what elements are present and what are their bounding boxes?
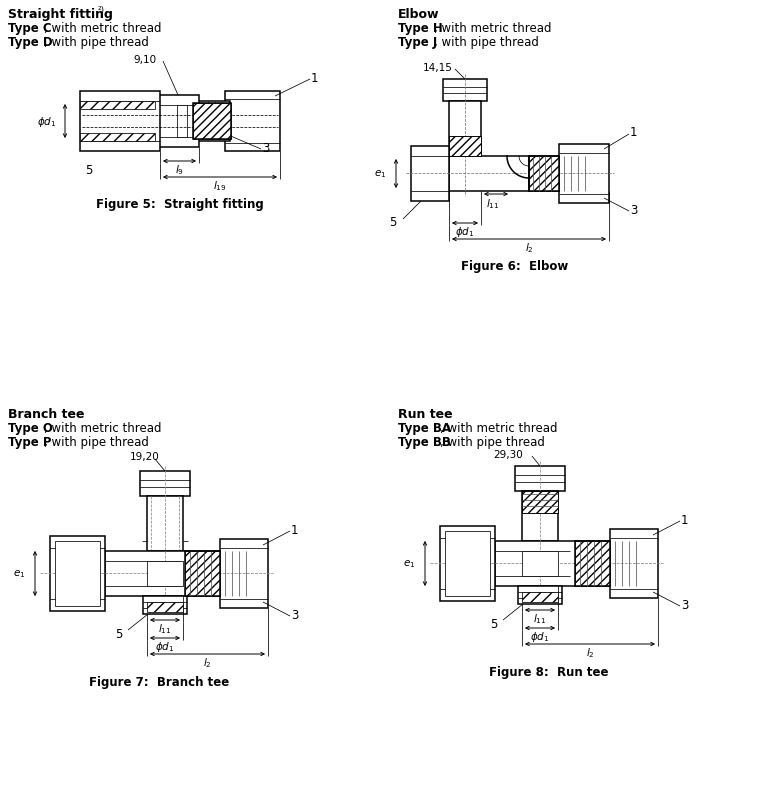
Bar (157, 96, 199, 148)
Text: Figure 8:  Run tee: Figure 8: Run tee (489, 665, 609, 678)
Bar (529, 157, 559, 191)
Bar (193, 104, 231, 139)
Bar (105, 551, 220, 596)
Bar (147, 561, 183, 586)
Bar (445, 531, 490, 596)
Bar (143, 596, 187, 614)
Text: Type P: Type P (8, 436, 52, 448)
Text: $l_9$: $l_9$ (175, 163, 184, 177)
Bar (522, 491, 558, 541)
Bar (185, 551, 220, 596)
Text: 1: 1 (291, 523, 298, 536)
Text: $\phi d_1$: $\phi d_1$ (531, 629, 550, 643)
Text: $l_{19}$: $l_{19}$ (213, 179, 227, 193)
Text: 3: 3 (291, 609, 298, 622)
Text: 9,10: 9,10 (133, 55, 156, 65)
Bar (495, 541, 610, 586)
Bar (80, 102, 155, 109)
Text: , with metric thread: , with metric thread (44, 22, 161, 35)
Text: , with pipe thread: , with pipe thread (440, 436, 545, 448)
Text: $l_2$: $l_2$ (524, 241, 534, 255)
Text: , with pipe thread: , with pipe thread (434, 36, 539, 49)
Bar (610, 530, 658, 599)
Text: $l_2$: $l_2$ (203, 655, 212, 669)
Text: $\phi d_1$: $\phi d_1$ (37, 115, 57, 129)
Text: Figure 5:  Straight fitting: Figure 5: Straight fitting (96, 198, 264, 211)
Bar (225, 92, 280, 152)
Bar (195, 102, 230, 142)
Text: 3: 3 (262, 142, 269, 156)
Text: , with metric thread: , with metric thread (434, 22, 551, 35)
Text: $e_1$: $e_1$ (374, 169, 386, 180)
Text: 3: 3 (681, 599, 688, 611)
Bar (140, 471, 190, 496)
Text: 5: 5 (389, 215, 396, 228)
Bar (80, 134, 155, 142)
Bar (440, 526, 495, 601)
Bar (522, 592, 558, 603)
Bar (522, 491, 558, 513)
Bar (449, 137, 481, 157)
Text: $\phi d_1$: $\phi d_1$ (155, 639, 175, 653)
Bar (575, 541, 610, 586)
Bar (449, 137, 481, 157)
Text: , with metric thread: , with metric thread (440, 422, 558, 435)
Text: Type BA: Type BA (398, 422, 451, 435)
Bar (529, 157, 559, 191)
Text: $l_2$: $l_2$ (586, 646, 594, 659)
Text: Straight fitting: Straight fitting (8, 8, 113, 21)
Text: 3: 3 (630, 204, 638, 217)
Bar (147, 496, 183, 551)
Text: 5: 5 (85, 164, 92, 177)
Text: 1: 1 (630, 127, 638, 139)
Bar (443, 80, 487, 102)
Bar (522, 491, 558, 513)
Text: 14,15: 14,15 (423, 63, 453, 73)
Text: Figure 7:  Branch tee: Figure 7: Branch tee (89, 676, 229, 689)
Bar (575, 541, 610, 586)
Text: 1: 1 (681, 513, 688, 526)
Text: $l_{11}$: $l_{11}$ (158, 621, 171, 635)
Bar (559, 145, 609, 204)
Bar (147, 603, 183, 612)
Bar (193, 104, 231, 139)
Text: Type D: Type D (8, 36, 52, 49)
Text: , with metric thread: , with metric thread (44, 422, 161, 435)
Text: Type H: Type H (398, 22, 443, 35)
Bar (177, 106, 187, 138)
Text: 1: 1 (311, 71, 318, 84)
Bar (449, 102, 481, 157)
Bar (411, 147, 449, 202)
Text: , with pipe thread: , with pipe thread (44, 436, 149, 448)
Bar (50, 536, 105, 611)
Bar (449, 157, 529, 191)
Bar (55, 541, 100, 607)
Text: Run tee: Run tee (398, 407, 453, 420)
Text: 5: 5 (115, 628, 122, 641)
Bar (185, 551, 220, 596)
Text: $l_{11}$: $l_{11}$ (486, 197, 500, 211)
Text: Branch tee: Branch tee (8, 407, 85, 420)
Text: 19,20: 19,20 (130, 452, 160, 461)
Text: Elbow: Elbow (398, 8, 440, 21)
Bar (522, 551, 558, 577)
Text: $\phi d_1$: $\phi d_1$ (455, 225, 474, 238)
Bar (515, 466, 565, 491)
Bar (529, 157, 559, 191)
Bar (220, 539, 268, 608)
Text: 5: 5 (490, 618, 498, 631)
Text: $e_1$: $e_1$ (403, 558, 415, 569)
Text: Type BB: Type BB (398, 436, 451, 448)
Text: $e_1$: $e_1$ (13, 568, 25, 580)
Text: Type O: Type O (8, 422, 53, 435)
Text: Type C: Type C (8, 22, 52, 35)
Text: Type J: Type J (398, 36, 438, 49)
Bar (518, 586, 562, 604)
Text: 29,30: 29,30 (493, 449, 523, 460)
Text: Figure 6:  Elbow: Figure 6: Elbow (461, 260, 568, 272)
Text: , with pipe thread: , with pipe thread (44, 36, 149, 49)
Bar (80, 92, 160, 152)
Text: $l_{11}$: $l_{11}$ (533, 611, 547, 625)
Text: ²): ²) (98, 6, 105, 15)
